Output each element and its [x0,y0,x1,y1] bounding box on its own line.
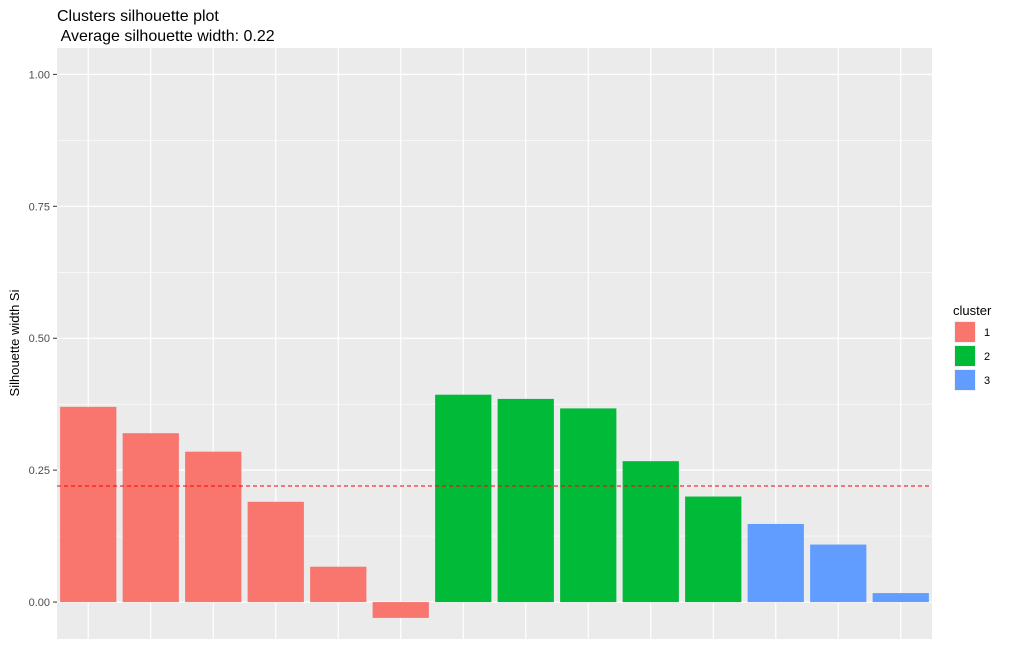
y-tick-label: 1.00 [29,69,50,81]
bar-cluster-1 [372,602,429,618]
legend-label-cluster-3: 3 [984,375,990,387]
y-tick-label: 0.00 [29,597,50,609]
bar-cluster-2 [497,398,554,603]
bar-cluster-3 [747,523,804,603]
legend-title: cluster [953,303,992,318]
y-tick-label: 0.75 [29,201,50,213]
y-tick-label: 0.25 [29,465,50,477]
legend: cluster 1 2 3 [953,303,992,391]
y-tick-label: 0.50 [29,333,50,345]
bar-cluster-1 [185,451,242,603]
bar-cluster-2 [560,408,617,603]
y-axis-title: Silhouette width Si [7,289,22,396]
bar-cluster-3 [872,593,929,603]
legend-label-cluster-1: 1 [984,327,990,339]
chart-subtitle: Average silhouette width: 0.22 [57,28,275,45]
bar-cluster-2 [685,496,742,603]
legend-swatch-cluster-2 [955,346,975,366]
legend-swatch-cluster-1 [955,322,975,342]
chart-title: Clusters silhouette plot [57,8,219,25]
y-axis: 0.00 0.25 0.50 0.75 1.00 [29,69,57,609]
bar-cluster-2 [435,394,492,603]
legend-swatch-cluster-3 [955,370,975,390]
bar-cluster-1 [60,406,117,603]
bar-cluster-3 [810,544,867,603]
bar-cluster-1 [310,566,367,603]
bars-group [60,394,929,618]
bar-cluster-1 [247,501,304,603]
legend-label-cluster-2: 2 [984,351,990,363]
bar-cluster-1 [122,433,179,603]
bar-cluster-2 [622,461,679,603]
